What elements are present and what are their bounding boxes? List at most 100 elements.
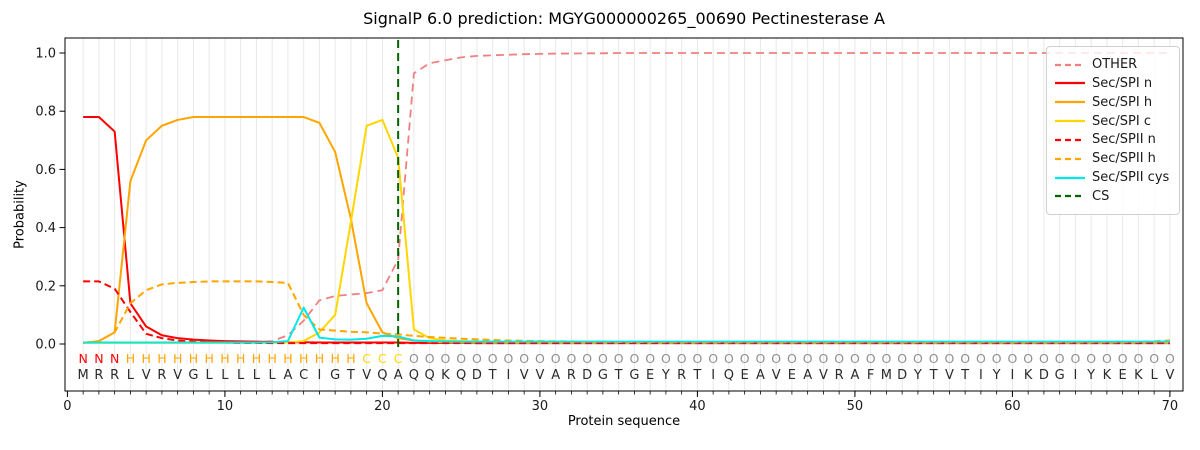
region-label-letter: O: [503, 351, 513, 366]
sequence-letter: M: [78, 368, 89, 383]
region-label-letter: O: [850, 351, 860, 366]
x-tick-label: 20: [374, 399, 391, 414]
region-label-letter: H: [141, 351, 150, 366]
region-label-letter: O: [535, 351, 545, 366]
series-line-sec-spii-cys: [83, 306, 1170, 344]
legend-line-swatch: [1055, 157, 1085, 160]
region-label-letter: O: [913, 351, 923, 366]
region-label-letter: H: [252, 351, 261, 366]
legend-label: Sec/SPII h: [1092, 151, 1156, 167]
sequence-letter: E: [1119, 368, 1127, 383]
sequence-letter: R: [567, 368, 576, 383]
sequence-letter: V: [772, 368, 781, 383]
region-label-letter: O: [472, 351, 482, 366]
sequence-letter: D: [897, 368, 907, 383]
legend-item-sec-spii-cys: Sec/SPII cys: [1055, 169, 1171, 186]
sequence-letter: E: [788, 368, 796, 383]
sequence-letter: I: [317, 368, 321, 383]
sequence-letter: A: [803, 368, 812, 383]
sequence-letter: Q: [377, 368, 387, 383]
x-tick-label: 0: [63, 399, 71, 414]
region-label-letter: O: [598, 351, 608, 366]
y-tick-label: 0.4: [35, 221, 56, 236]
sequence-letter: T: [346, 368, 355, 383]
legend-item-sec-spi-c: Sec/SPI c: [1055, 113, 1171, 130]
region-label-letter: H: [126, 351, 135, 366]
x-tick-label: 70: [1162, 399, 1179, 414]
region-label-letter: H: [346, 351, 355, 366]
legend-line-swatch: [1055, 195, 1085, 198]
region-label-letter: O: [708, 351, 718, 366]
region-label-letter: O: [866, 351, 876, 366]
sequence-letter: L: [237, 368, 245, 383]
sequence-letter: G: [330, 368, 340, 383]
sequence-letter: I: [711, 368, 715, 383]
legend-item-sec-spii-h: Sec/SPII h: [1055, 150, 1171, 167]
region-label-letter: O: [614, 351, 624, 366]
region-label-letter: O: [519, 351, 529, 366]
legend-item-cs: CS: [1055, 188, 1171, 205]
sequence-letter: L: [221, 368, 229, 383]
sequence-letter: T: [692, 368, 701, 383]
sequence-letter: I: [1073, 368, 1077, 383]
sequence-letter: L: [269, 368, 277, 383]
legend-item-sec-spi-n: Sec/SPI n: [1055, 75, 1171, 92]
y-tick-label: 0.2: [35, 279, 56, 294]
x-tick-label: 10: [217, 399, 234, 414]
legend-label: Sec/SPI n: [1092, 75, 1153, 91]
region-label-letter: O: [1149, 351, 1159, 366]
region-label-letter: O: [440, 351, 450, 366]
region-label-letter: O: [1102, 351, 1112, 366]
region-label-letter: N: [110, 351, 119, 366]
sequence-letter: K: [1103, 368, 1112, 383]
x-axis-label: Protein sequence: [567, 414, 681, 429]
legend-label: OTHER: [1092, 57, 1138, 72]
region-label-letter: H: [173, 351, 182, 366]
sequence-letter: G: [629, 368, 639, 383]
sequence-letter: C: [299, 368, 308, 383]
region-label-letter: O: [724, 351, 734, 366]
series-line-sec-spii-h: [83, 280, 1170, 344]
plot-frame: [64, 37, 1184, 392]
sequence-letter: T: [488, 368, 497, 383]
sequence-letter: Q: [724, 368, 734, 383]
legend-line-swatch: [1055, 101, 1085, 104]
chart-title: SignalP 6.0 prediction: MGYG000000265_00…: [363, 9, 885, 28]
sequence-letter: L: [253, 368, 261, 383]
region-label-letter: O: [409, 351, 419, 366]
sequence-letter: Y: [992, 368, 1001, 383]
series-line-other: [83, 52, 1170, 344]
sequence-letter: T: [929, 368, 938, 383]
sequence-letter: R: [677, 368, 686, 383]
sequence-letter: Q: [456, 368, 466, 383]
region-label-letter: O: [881, 351, 891, 366]
region-label-letter: O: [1070, 351, 1080, 366]
region-label-letter: H: [157, 351, 166, 366]
sequence-letter: R: [94, 368, 103, 383]
region-label-letter: O: [787, 351, 797, 366]
legend-label: Sec/SPII cys: [1092, 170, 1170, 186]
sequence-letter: R: [157, 368, 166, 383]
sequence-letter: E: [646, 368, 654, 383]
legend-label: Sec/SPII n: [1092, 132, 1156, 148]
sequence-letter: G: [1055, 368, 1065, 383]
series-line-sec-spii-n: [83, 280, 1170, 345]
region-label-letter: O: [740, 351, 750, 366]
region-label-letter: O: [1086, 351, 1096, 366]
region-label-letter: O: [803, 351, 813, 366]
region-label-letter: O: [992, 351, 1002, 366]
region-label-letter: H: [330, 351, 339, 366]
region-label-letter: O: [661, 351, 671, 366]
region-label-letter: O: [645, 351, 655, 366]
sequence-letter: F: [867, 368, 874, 383]
region-label-letter: N: [94, 351, 103, 366]
region-label-letter: O: [834, 351, 844, 366]
region-label-letter: O: [1133, 351, 1143, 366]
sequence-letter: V: [1165, 368, 1174, 383]
sequence-letter: Y: [913, 368, 922, 383]
sequence-letter: A: [756, 368, 765, 383]
sequence-letter: R: [110, 368, 119, 383]
x-tick-label: 40: [689, 399, 706, 414]
